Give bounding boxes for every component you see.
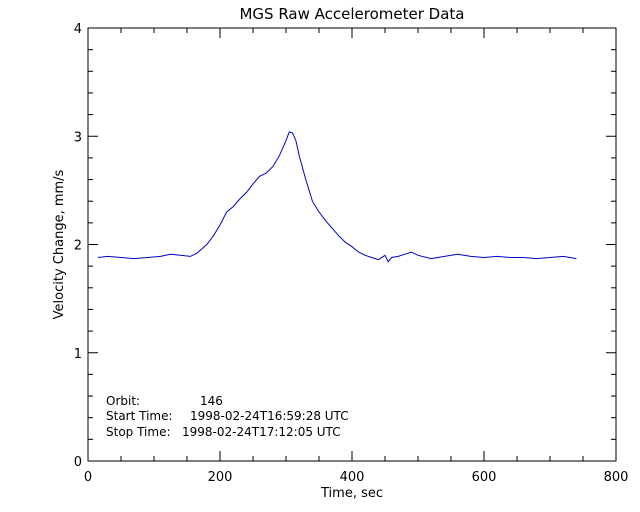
- tick-labels: 0 200 400 600 800 0 1 2 3 4: [74, 22, 629, 485]
- x-tick-label: 600: [472, 470, 497, 485]
- start-time-label: Start Time:: [106, 409, 173, 423]
- chart-title: MGS Raw Accelerometer Data: [239, 5, 464, 23]
- y-tick-label: 0: [74, 455, 82, 470]
- x-tick-label: 800: [604, 470, 629, 485]
- axis-ticks: [87, 27, 617, 462]
- annotation-block: Orbit: 146 Start Time: 1998-02-24T16:59:…: [106, 394, 349, 439]
- y-axis-label: Velocity Change, mm/s: [52, 169, 67, 319]
- x-tick-label: 0: [84, 470, 92, 485]
- y-tick-label: 3: [74, 130, 82, 145]
- x-tick-label: 200: [208, 470, 233, 485]
- y-tick-label: 2: [74, 239, 82, 254]
- orbit-label: Orbit:: [106, 394, 140, 408]
- series-line: [97, 131, 577, 263]
- x-axis-label: Time, sec: [320, 486, 383, 501]
- stop-time-label: Stop Time:: [106, 425, 171, 439]
- y-tick-label: 1: [74, 347, 82, 362]
- y-tick-label: 4: [74, 22, 82, 37]
- x-tick-label: 400: [340, 470, 365, 485]
- orbit-value: 146: [200, 394, 223, 408]
- stop-time-value: 1998-02-24T17:12:05 UTC: [182, 425, 341, 439]
- start-time-value: 1998-02-24T16:59:28 UTC: [190, 409, 349, 423]
- plot-frame: [87, 27, 617, 462]
